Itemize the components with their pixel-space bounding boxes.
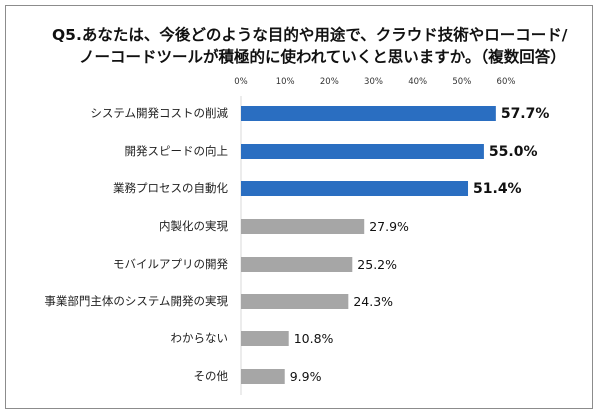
bar: [241, 219, 365, 234]
value-label: 51.4%: [473, 181, 522, 197]
category-label: 内製化の実現: [159, 219, 228, 233]
bar: [241, 257, 353, 272]
x-tick-label: 30%: [364, 77, 383, 87]
x-tick-label: 20%: [320, 77, 339, 87]
x-tick-label: 40%: [408, 77, 427, 87]
category-label: その他: [194, 369, 229, 383]
category-label: モバイルアプリの開発: [113, 257, 228, 271]
category-label: 開発スピードの向上: [125, 144, 229, 158]
chart-frame: [5, 5, 593, 409]
value-label: 25.2%: [357, 257, 397, 272]
x-tick-label: 0%: [234, 77, 248, 87]
bar: [241, 369, 285, 384]
bar: [241, 144, 484, 159]
x-tick-label: 50%: [452, 77, 471, 87]
category-label: 事業部門主体のシステム開発の実現: [44, 294, 228, 308]
value-label: 24.3%: [353, 294, 393, 309]
bar: [241, 294, 349, 309]
category-label: 業務プロセスの自動化: [113, 181, 228, 195]
x-tick-label: 60%: [497, 77, 516, 87]
value-label: 57.7%: [501, 106, 550, 122]
chart-title-line-1: Q5.あなたは、今後どのような目的や用途で、クラウド技術やローコード/: [52, 25, 568, 44]
value-label: 55.0%: [489, 144, 538, 160]
value-label: 9.9%: [290, 369, 322, 384]
category-label: わからない: [171, 331, 229, 345]
value-label: 27.9%: [369, 219, 409, 234]
category-label: システム開発コストの削減: [90, 106, 228, 120]
x-tick-label: 10%: [276, 77, 295, 87]
bar: [241, 106, 496, 121]
bar: [241, 331, 289, 346]
value-label: 10.8%: [294, 331, 334, 346]
chart-title-line-2: ノーコードツールが積極的に使われていくと思いますか。（複数回答）: [79, 47, 566, 66]
bar: [241, 181, 469, 196]
